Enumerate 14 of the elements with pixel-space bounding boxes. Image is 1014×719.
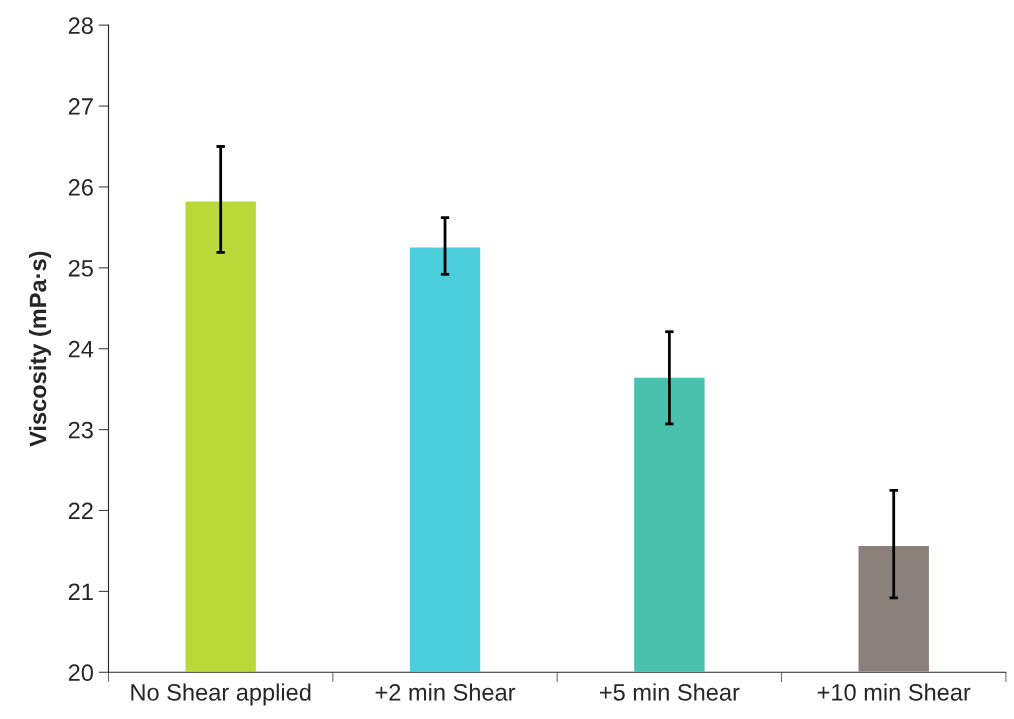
x-tick-label: +2 min Shear	[375, 683, 516, 701]
y-tick-label: 27	[68, 98, 93, 115]
x-tick-label: No Shear applied	[131, 683, 311, 706]
x-tick-label: +5 min Shear	[599, 683, 740, 701]
y-tick-label: 23	[68, 421, 93, 439]
y-tick-label: 26	[68, 179, 93, 196]
y-axis-title: Viscosity (mPa·s)	[28, 251, 51, 447]
y-tick-label: 28	[68, 17, 93, 34]
y-tick-label: 25	[68, 259, 93, 277]
y-tick-label: 22	[68, 502, 93, 520]
x-tick-label: +10 min Shear	[817, 683, 971, 701]
y-tick-label: 24	[68, 340, 94, 358]
y-tick-label: 20	[68, 664, 93, 682]
y-tick-label: 21	[68, 583, 93, 600]
